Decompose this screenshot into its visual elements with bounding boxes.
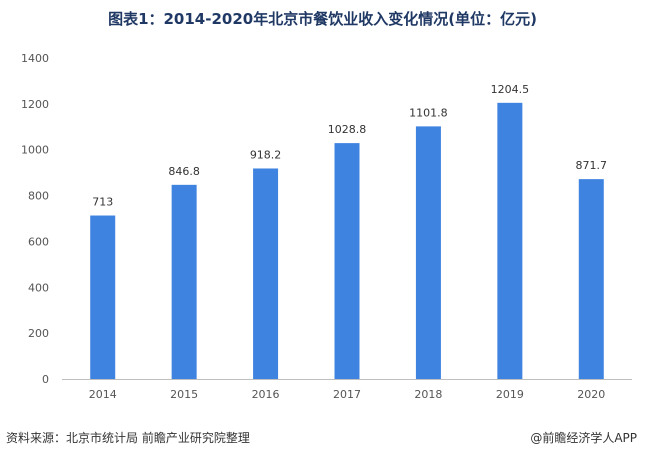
y-axis: 0 200 400 600 800 1000 1200 1400	[21, 52, 49, 386]
bar-2014	[90, 215, 116, 379]
x-tick-label-2017: 2017	[333, 388, 361, 401]
x-tick-label-2015: 2015	[170, 388, 198, 401]
data-label-2020: 871.7	[576, 159, 608, 172]
bar-2015	[171, 184, 197, 379]
bar-series	[90, 102, 604, 380]
bar-2019	[497, 102, 523, 380]
x-tick-label-2019: 2019	[496, 388, 524, 401]
data-label-2019: 1204.5	[491, 83, 530, 96]
bar-2018	[415, 126, 441, 379]
x-axis: 2014 2015 2016 2017 2018 2019 2020	[89, 388, 606, 401]
data-label-2017: 1028.8	[328, 123, 367, 136]
x-tick-label-2020: 2020	[577, 388, 605, 401]
brand-label: @前瞻经济学人APP	[530, 431, 637, 445]
bar-2020	[578, 179, 604, 379]
y-tick-label: 400	[28, 281, 49, 294]
chart-title: 图表1：2014-2020年北京市餐饮业收入变化情况(单位：亿元)	[108, 10, 537, 28]
data-label-2015: 846.8	[168, 165, 200, 178]
x-tick-label-2014: 2014	[89, 388, 117, 401]
y-tick-label: 1200	[21, 98, 49, 111]
bar-chart: 0 200 400 600 800 1000 1200 1400 713 846.8 918.2 1…	[21, 52, 632, 401]
y-tick-label: 0	[42, 373, 49, 386]
data-labels: 713 846.8 918.2 1028.8 1101.8 1204.5 871.7	[92, 83, 607, 209]
x-tick-label-2018: 2018	[414, 388, 442, 401]
y-tick-label: 800	[28, 190, 49, 203]
y-tick-label: 1400	[21, 52, 49, 65]
data-label-2016: 918.2	[250, 148, 282, 161]
data-label-2018: 1101.8	[409, 106, 448, 119]
data-label-2014: 713	[92, 196, 113, 209]
bar-2017	[334, 143, 360, 379]
x-tick-label-2016: 2016	[252, 388, 280, 401]
source-note: 资料来源：北京市统计局 前瞻产业研究院整理	[6, 431, 250, 445]
bar-2016	[253, 168, 279, 379]
y-tick-label: 1000	[21, 144, 49, 157]
y-tick-label: 200	[28, 327, 49, 340]
y-tick-label: 600	[28, 235, 49, 248]
divider	[0, 420, 645, 421]
